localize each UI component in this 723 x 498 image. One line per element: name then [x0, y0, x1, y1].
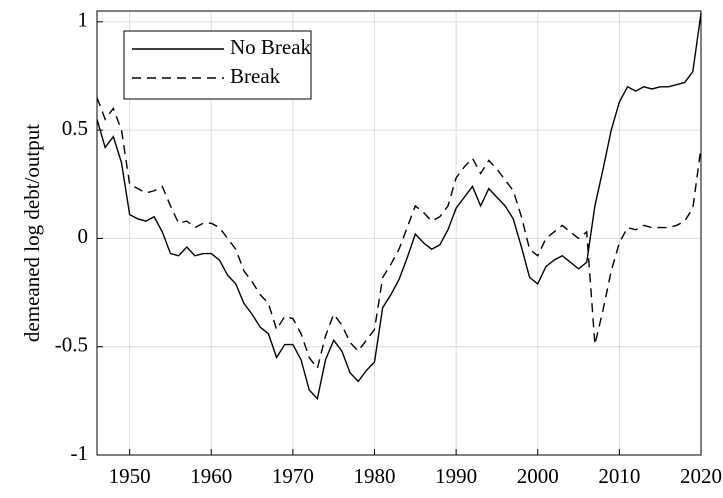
legend-box	[123, 30, 312, 100]
x-tick-label: 1980	[354, 464, 396, 488]
x-tick-label: 1990	[435, 464, 477, 488]
y-tick-label: 1	[78, 8, 89, 32]
legend-label: Break	[230, 64, 281, 88]
x-tick-label: 2020	[680, 464, 722, 488]
x-tick-label: 1950	[109, 464, 151, 488]
y-axis-label: demeaned log debt/output	[20, 124, 44, 342]
legend-label: No Break	[230, 35, 312, 59]
x-tick-label: 2000	[517, 464, 559, 488]
y-tick-label: -0.5	[55, 333, 88, 357]
plot-frame	[96, 10, 702, 456]
y-tick-label: -1	[71, 441, 89, 465]
y-tick-label: 0	[78, 224, 89, 248]
x-tick-label: 1960	[190, 464, 232, 488]
x-tick-label: 1970	[272, 464, 314, 488]
x-tick-label: 2010	[598, 464, 640, 488]
line-series	[96, 97, 702, 370]
y-tick-label: 0.5	[62, 116, 88, 140]
line-series	[96, 13, 702, 401]
legend: No Break Break	[123, 30, 312, 100]
